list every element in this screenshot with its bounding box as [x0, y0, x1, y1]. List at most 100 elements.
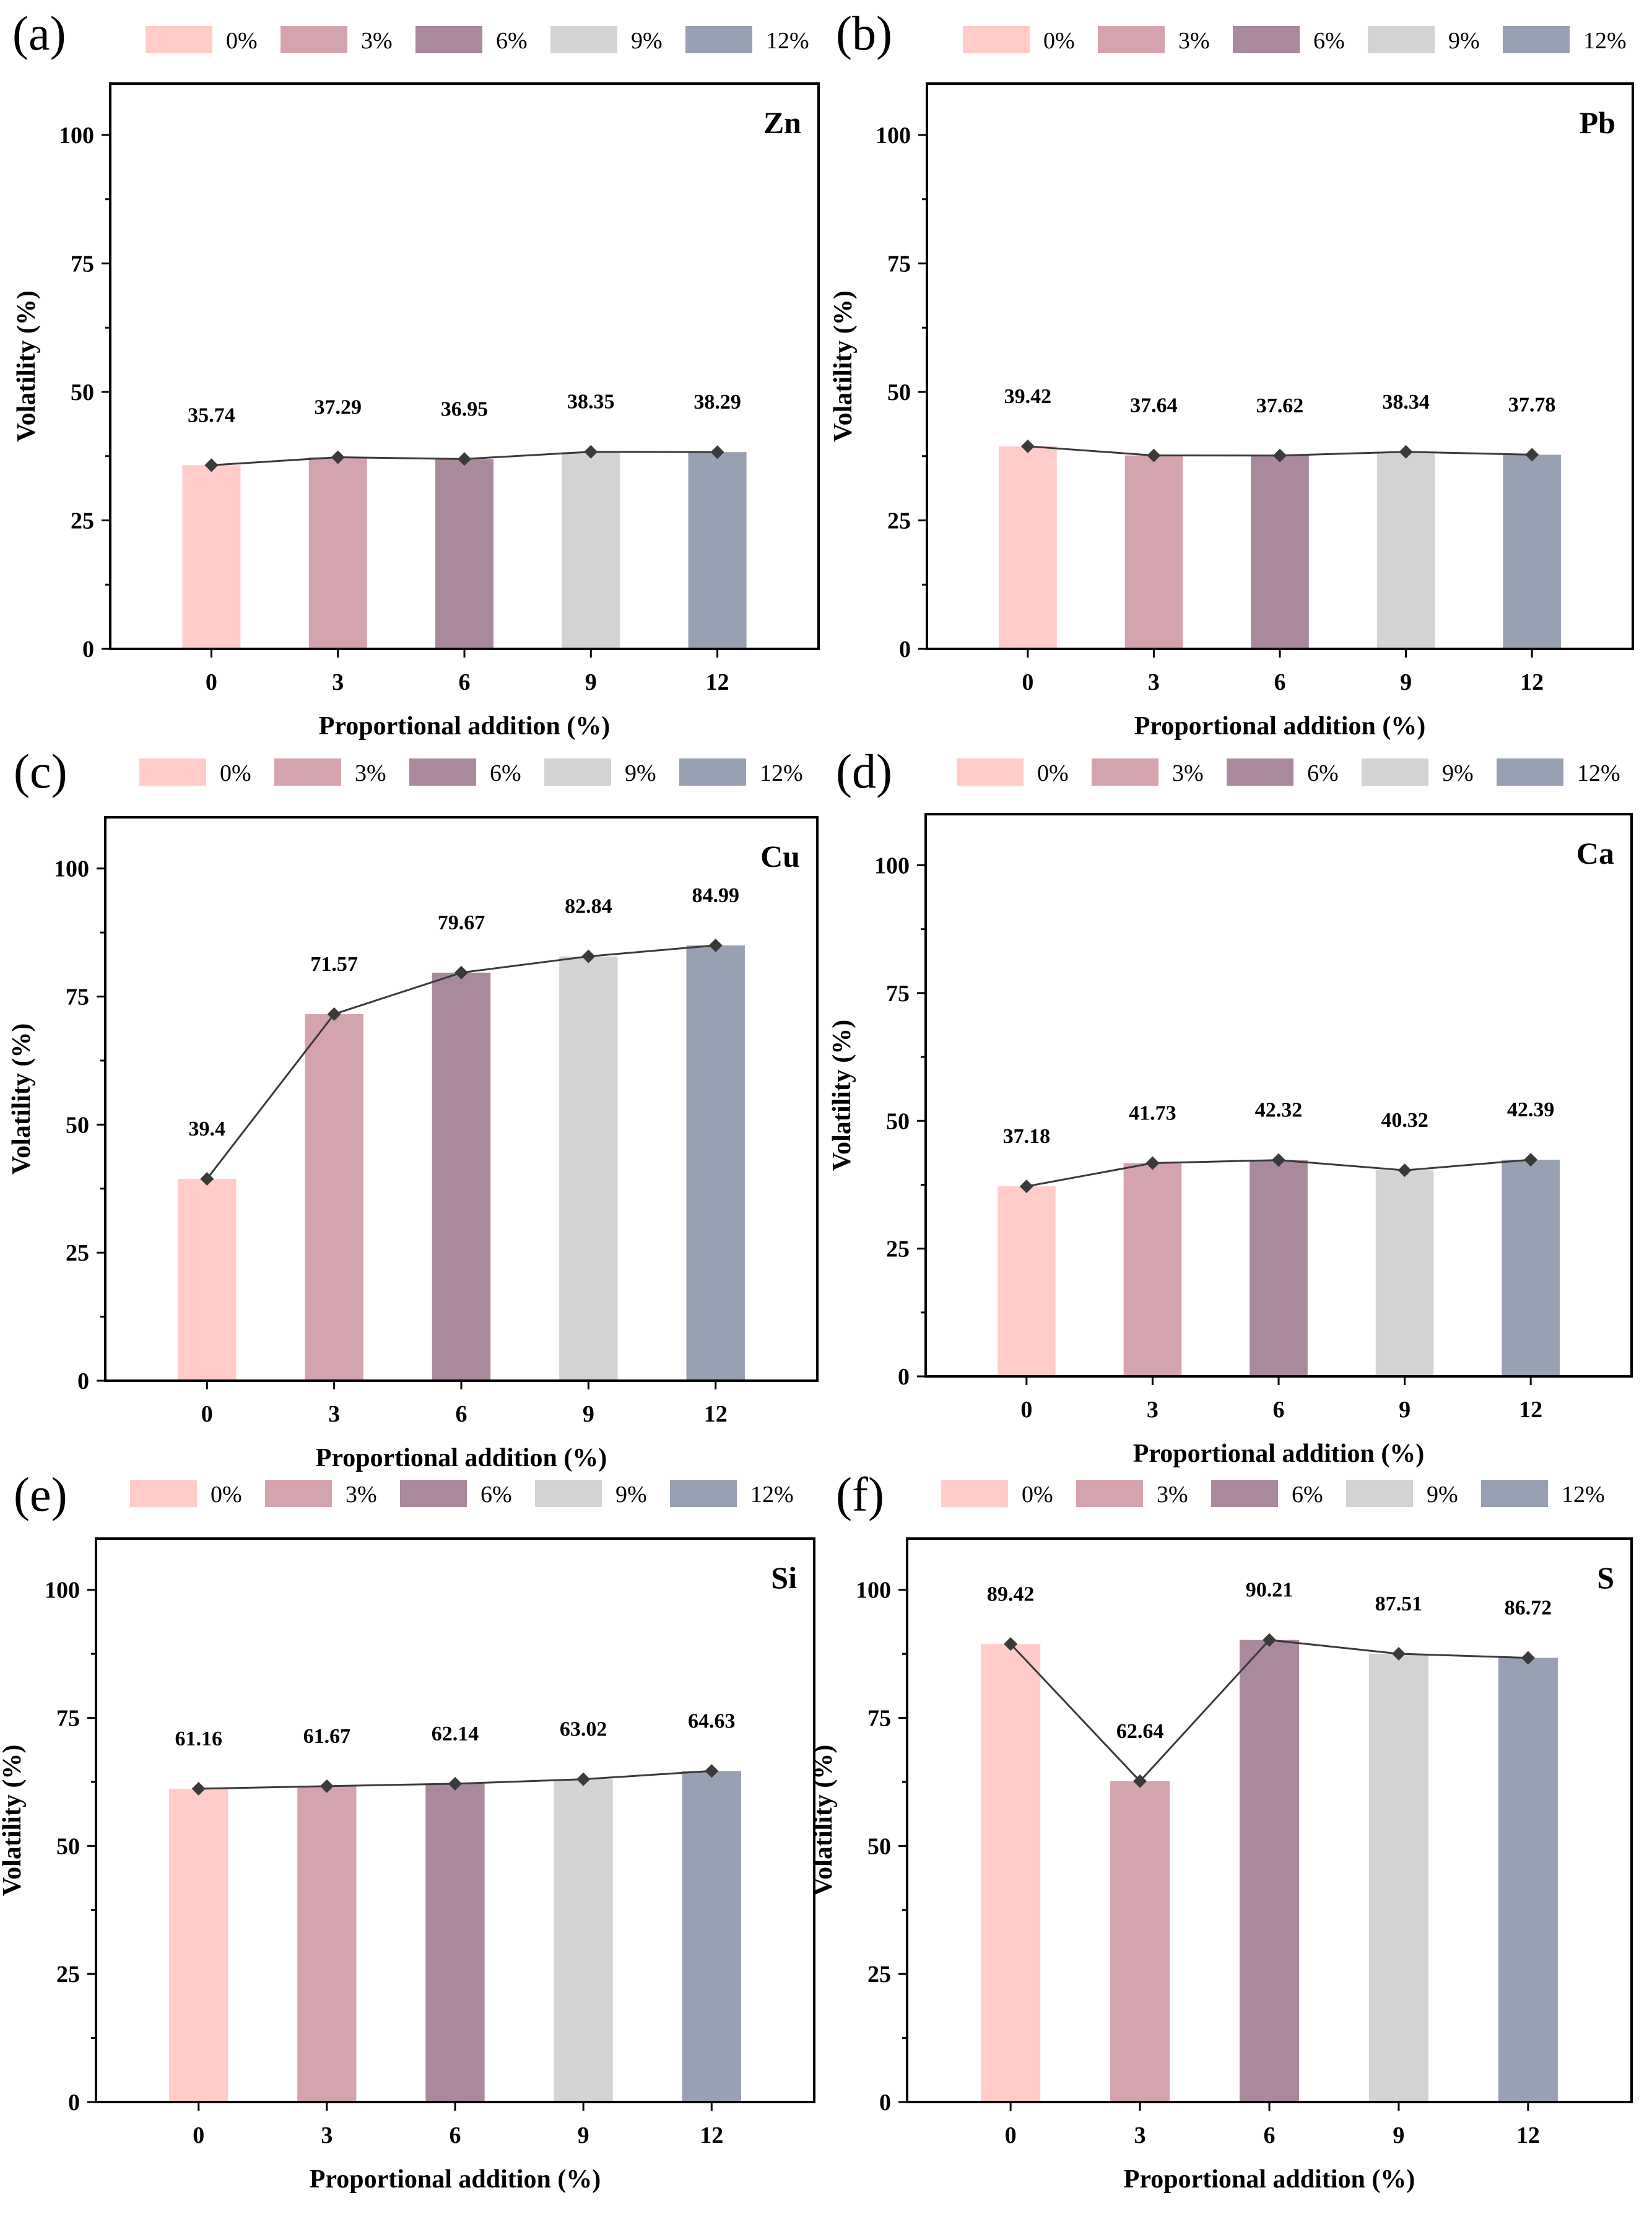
- x-tick-label: 12: [1520, 669, 1544, 695]
- bar-6: [1251, 455, 1309, 649]
- x-tick-label: 3: [332, 669, 344, 695]
- chart-panel-cu: (c) 0% 3% 6% 9% 12% 39.4 71.57 79.67 82.84 84.99 0 2…: [7, 744, 819, 1472]
- bar-0: [182, 465, 241, 649]
- y-tick-label: 25: [56, 1961, 80, 1987]
- data-point-marker: [576, 1772, 591, 1786]
- y-tick-label: 75: [886, 981, 910, 1007]
- data-label: 90.21: [1246, 1579, 1293, 1602]
- legend-swatch: [941, 1480, 1008, 1507]
- chart-panel-s: (f) 0% 3% 6% 9% 12% 89.42 62.64 90.21 87.51 86.72 0…: [809, 1467, 1633, 2194]
- x-tick-label: 9: [583, 1401, 594, 1427]
- data-point-marker: [1273, 448, 1287, 463]
- y-tick-label: 50: [886, 1108, 910, 1134]
- bar-12: [1498, 1657, 1558, 2102]
- x-tick-label: 0: [1020, 1397, 1032, 1423]
- y-tick-label: 75: [66, 984, 89, 1010]
- y-tick-label: 0: [879, 2090, 891, 2116]
- bar-12: [1503, 454, 1561, 649]
- panel-label: (f): [836, 1467, 884, 1521]
- legend-swatch: [1092, 758, 1159, 786]
- y-tick-label: 100: [45, 1578, 80, 1604]
- y-axis-title: Volatility (%): [829, 290, 858, 442]
- legend-label: 6%: [1307, 760, 1339, 786]
- element-label: S: [1597, 1560, 1614, 1595]
- legend-swatch: [1481, 1480, 1548, 1507]
- data-label: 61.16: [175, 1727, 222, 1750]
- legend-swatch: [535, 1480, 602, 1507]
- legend-label: 9%: [1427, 1482, 1458, 1508]
- y-tick-label: 100: [856, 1578, 891, 1604]
- legend-swatch: [139, 758, 206, 786]
- element-label: Pb: [1580, 105, 1615, 140]
- legend-swatch: [679, 758, 746, 786]
- bar-0: [999, 446, 1057, 649]
- y-tick-label: 0: [77, 1368, 89, 1394]
- x-tick-label: 12: [704, 1401, 728, 1427]
- y-axis-title: Volatility (%): [0, 1745, 27, 1896]
- x-tick-label: 12: [700, 2122, 723, 2148]
- legend-label: 3%: [1172, 760, 1204, 786]
- y-axis-title: Volatility (%): [7, 1023, 36, 1175]
- x-tick-label: 12: [706, 669, 729, 695]
- legend-swatch: [130, 1480, 197, 1507]
- data-label: 38.34: [1382, 391, 1430, 414]
- data-point-marker: [1263, 1633, 1276, 1647]
- data-point-marker: [708, 938, 723, 952]
- bar-3: [297, 1786, 357, 2102]
- bar-6: [432, 972, 491, 1381]
- y-tick-label: 75: [56, 1706, 80, 1732]
- legend-swatch: [1233, 26, 1300, 53]
- x-tick-label: 0: [201, 1401, 213, 1427]
- legend-swatch: [1497, 758, 1563, 786]
- legend-label: 0%: [1037, 760, 1069, 786]
- x-tick-label: 0: [1005, 2122, 1017, 2148]
- legend-label: 0%: [220, 760, 251, 786]
- data-label: 38.35: [567, 391, 615, 414]
- bar-9: [562, 451, 620, 649]
- panel-label: (c): [14, 744, 67, 798]
- legend-label: 0%: [1022, 1482, 1053, 1508]
- bar-3: [1124, 455, 1183, 649]
- data-label: 39.4: [189, 1118, 226, 1140]
- data-point-marker: [1524, 1153, 1538, 1167]
- bar-6: [435, 459, 493, 649]
- legend-label: 0%: [1043, 28, 1075, 54]
- x-tick-label: 6: [450, 2122, 461, 2148]
- bar-9: [1368, 1654, 1428, 2102]
- data-label: 87.51: [1375, 1592, 1423, 1615]
- data-label: 42.39: [1507, 1098, 1555, 1121]
- data-label: 82.84: [565, 895, 612, 918]
- y-tick-label: 25: [867, 1961, 891, 1987]
- x-tick-label: 3: [321, 2122, 333, 2148]
- data-label: 37.62: [1256, 394, 1304, 417]
- y-tick-label: 50: [71, 380, 94, 406]
- legend-label: 9%: [1448, 28, 1480, 54]
- y-tick-label: 25: [887, 508, 911, 534]
- bar-0: [998, 1186, 1056, 1376]
- chart-panel-si: (e) 0% 3% 6% 9% 12% 61.16 61.67 62.14 63.02 64.63 0…: [0, 1467, 815, 2194]
- y-tick-label: 75: [867, 1706, 891, 1732]
- legend-swatch: [415, 26, 482, 53]
- legend-label: 6%: [496, 28, 528, 54]
- data-point-marker: [200, 1172, 214, 1186]
- data-label: 41.73: [1129, 1102, 1176, 1125]
- x-tick-label: 6: [1264, 2122, 1276, 2148]
- legend-swatch: [685, 26, 752, 53]
- legend-swatch: [670, 1480, 737, 1507]
- x-tick-label: 3: [328, 1401, 340, 1427]
- y-tick-label: 0: [898, 1364, 910, 1390]
- x-tick-label: 9: [1393, 2122, 1404, 2148]
- x-axis-title: Proportional addition (%): [1124, 2165, 1415, 2194]
- y-tick-label: 50: [887, 380, 911, 406]
- chart-panel-ca: (d) 0% 3% 6% 9% 12% 37.18 41.73 42.32 40.32 42.39 0…: [828, 744, 1633, 1468]
- y-tick-label: 50: [66, 1112, 89, 1138]
- x-tick-label: 3: [1147, 1397, 1159, 1423]
- data-point-marker: [327, 1007, 341, 1021]
- x-axis-title: Proportional addition (%): [1133, 1440, 1425, 1468]
- panel-label: (b): [836, 6, 892, 60]
- y-tick-label: 25: [886, 1236, 910, 1262]
- legend-swatch: [1362, 758, 1428, 786]
- data-label: 37.64: [1130, 394, 1178, 417]
- legend-label: 6%: [1313, 28, 1345, 54]
- bar-0: [981, 1644, 1041, 2102]
